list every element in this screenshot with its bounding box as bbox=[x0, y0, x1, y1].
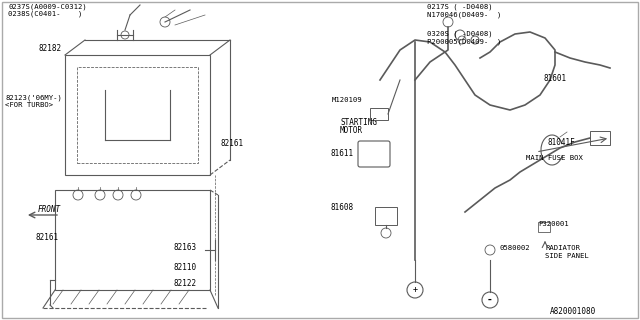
Text: 81608: 81608 bbox=[330, 204, 353, 212]
Text: 82123('06MY-): 82123('06MY-) bbox=[5, 95, 62, 101]
Bar bbox=[375, 207, 397, 225]
Text: SIDE PANEL: SIDE PANEL bbox=[545, 253, 589, 259]
Bar bbox=[370, 108, 388, 120]
Text: P200005(D0409-  ): P200005(D0409- ) bbox=[427, 39, 501, 45]
Text: 81601: 81601 bbox=[543, 74, 566, 83]
Bar bbox=[55, 190, 210, 290]
Text: 82161: 82161 bbox=[220, 139, 243, 148]
Text: 0580002: 0580002 bbox=[499, 245, 530, 251]
Text: MOTOR: MOTOR bbox=[340, 125, 363, 134]
Bar bbox=[538, 222, 550, 232]
Text: 0217S ( -D0408): 0217S ( -D0408) bbox=[427, 4, 493, 10]
Text: P320001: P320001 bbox=[538, 221, 568, 227]
Text: N170046(D0409-  ): N170046(D0409- ) bbox=[427, 12, 501, 18]
Text: 81041F: 81041F bbox=[547, 138, 575, 147]
Text: FRONT: FRONT bbox=[38, 205, 61, 214]
Bar bbox=[77, 67, 198, 163]
Bar bbox=[590, 131, 610, 145]
Text: 82163: 82163 bbox=[173, 244, 196, 252]
Text: 0237S(A0009-C0312): 0237S(A0009-C0312) bbox=[8, 4, 87, 10]
Text: STARTING: STARTING bbox=[340, 117, 377, 126]
Text: +: + bbox=[413, 285, 417, 294]
Text: 82122: 82122 bbox=[173, 278, 196, 287]
Text: <FOR TURBO>: <FOR TURBO> bbox=[5, 102, 53, 108]
Text: -: - bbox=[487, 295, 493, 305]
Text: RADIATOR: RADIATOR bbox=[545, 245, 580, 251]
Text: MAIN FUSE BOX: MAIN FUSE BOX bbox=[526, 155, 583, 161]
Text: 82110: 82110 bbox=[173, 263, 196, 273]
Text: 0238S(C0401-    ): 0238S(C0401- ) bbox=[8, 11, 83, 17]
Text: 0320S ( -D0408): 0320S ( -D0408) bbox=[427, 31, 493, 37]
Bar bbox=[65, 55, 210, 175]
Text: A820001080: A820001080 bbox=[550, 308, 596, 316]
Text: M120109: M120109 bbox=[332, 97, 363, 103]
Text: 82182: 82182 bbox=[38, 44, 61, 52]
Text: 82161: 82161 bbox=[35, 234, 58, 243]
Text: 81611: 81611 bbox=[330, 148, 353, 157]
